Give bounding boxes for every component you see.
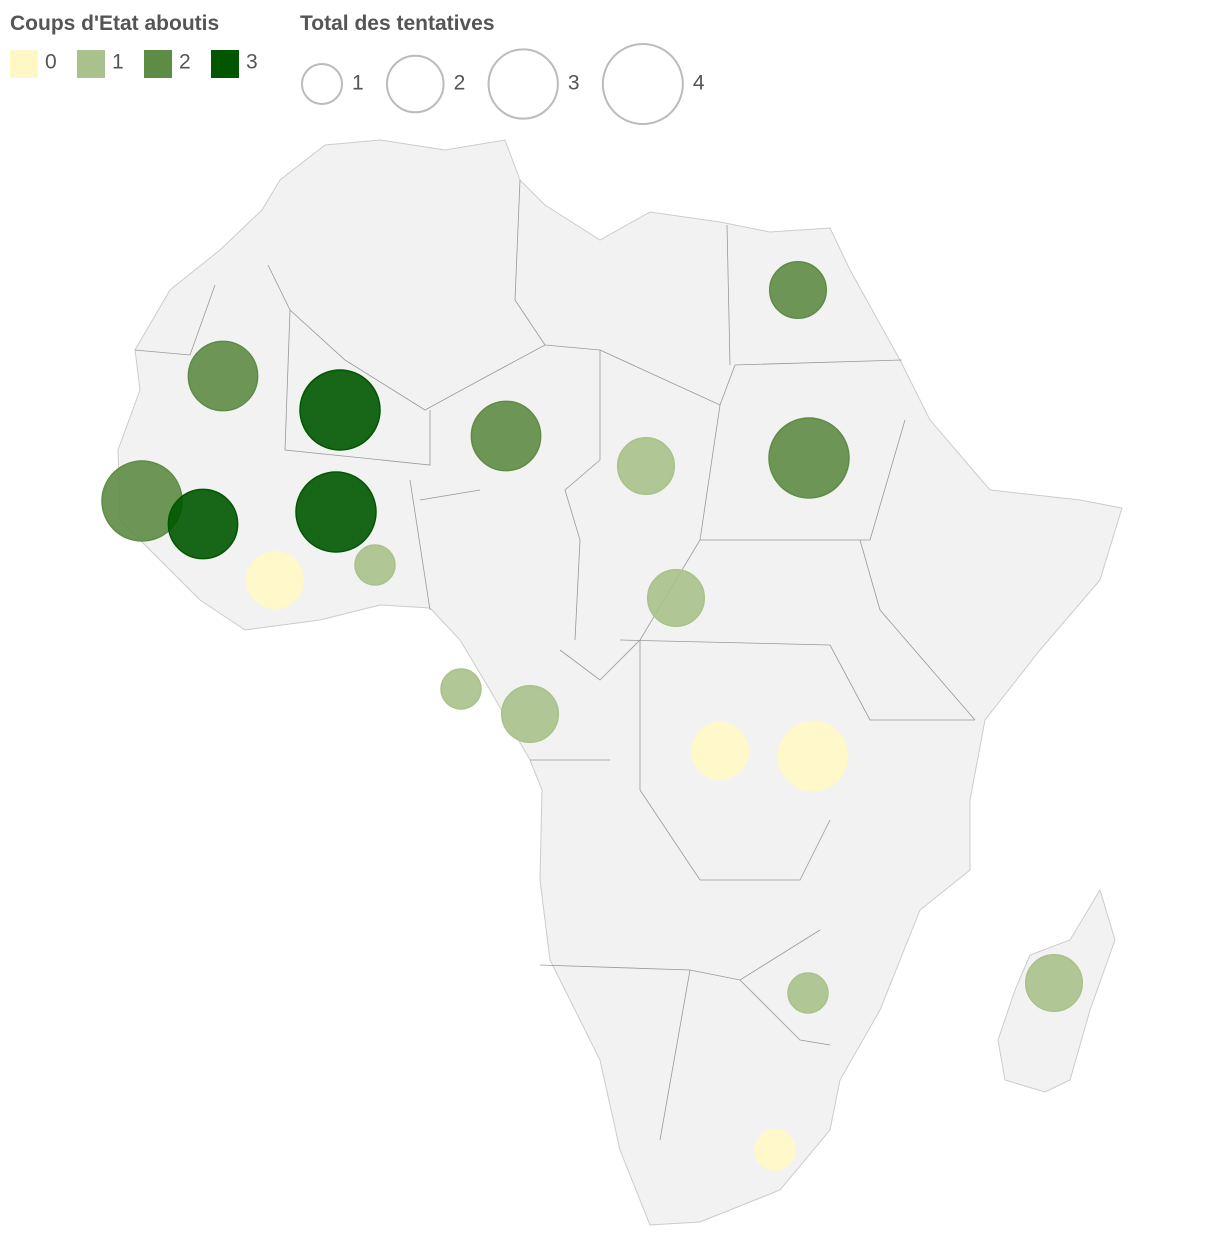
size-label: 1	[352, 72, 364, 95]
country-bubble	[295, 471, 377, 553]
country-bubble	[646, 568, 706, 628]
country-bubble	[470, 400, 542, 472]
country-bubble	[754, 1129, 796, 1171]
country-bubble	[245, 550, 305, 610]
color-label: 3	[246, 51, 258, 74]
size-swatch	[601, 43, 684, 125]
color-label: 2	[179, 51, 191, 74]
country-bubble	[187, 340, 259, 412]
color-swatch	[144, 50, 172, 78]
country-bubble	[167, 488, 239, 560]
country-bubble	[500, 684, 560, 744]
size-swatch	[386, 54, 445, 114]
color-swatch	[211, 50, 239, 78]
color-label: 1	[112, 51, 124, 74]
country-bubble	[299, 369, 381, 451]
country-bubble	[616, 436, 676, 496]
size-swatch	[301, 63, 343, 105]
size-swatch	[487, 48, 559, 120]
africa	[117, 139, 1123, 1226]
country-bubble	[440, 668, 482, 710]
color-legend-title: Coups d'Etat aboutis	[10, 12, 219, 35]
size-label: 4	[693, 72, 705, 95]
country-bubble	[1024, 953, 1084, 1013]
size-label: 3	[568, 72, 580, 95]
bubbles	[101, 260, 1084, 1171]
size-label: 2	[454, 72, 466, 95]
continent	[117, 139, 1123, 1226]
size-legend-title: Total des tentatives	[300, 12, 495, 35]
country-bubble	[787, 972, 829, 1014]
country-bubble	[768, 260, 828, 320]
color-label: 0	[45, 51, 57, 74]
color-swatch	[10, 50, 38, 78]
country-bubble	[354, 544, 396, 586]
legend: 0 1 2 3 1 2 3 4	[10, 43, 705, 125]
borders	[134, 179, 976, 1141]
country-bubble	[777, 720, 849, 792]
country-bubble	[768, 417, 850, 499]
color-swatch	[77, 50, 105, 78]
country-bubble	[690, 721, 750, 781]
